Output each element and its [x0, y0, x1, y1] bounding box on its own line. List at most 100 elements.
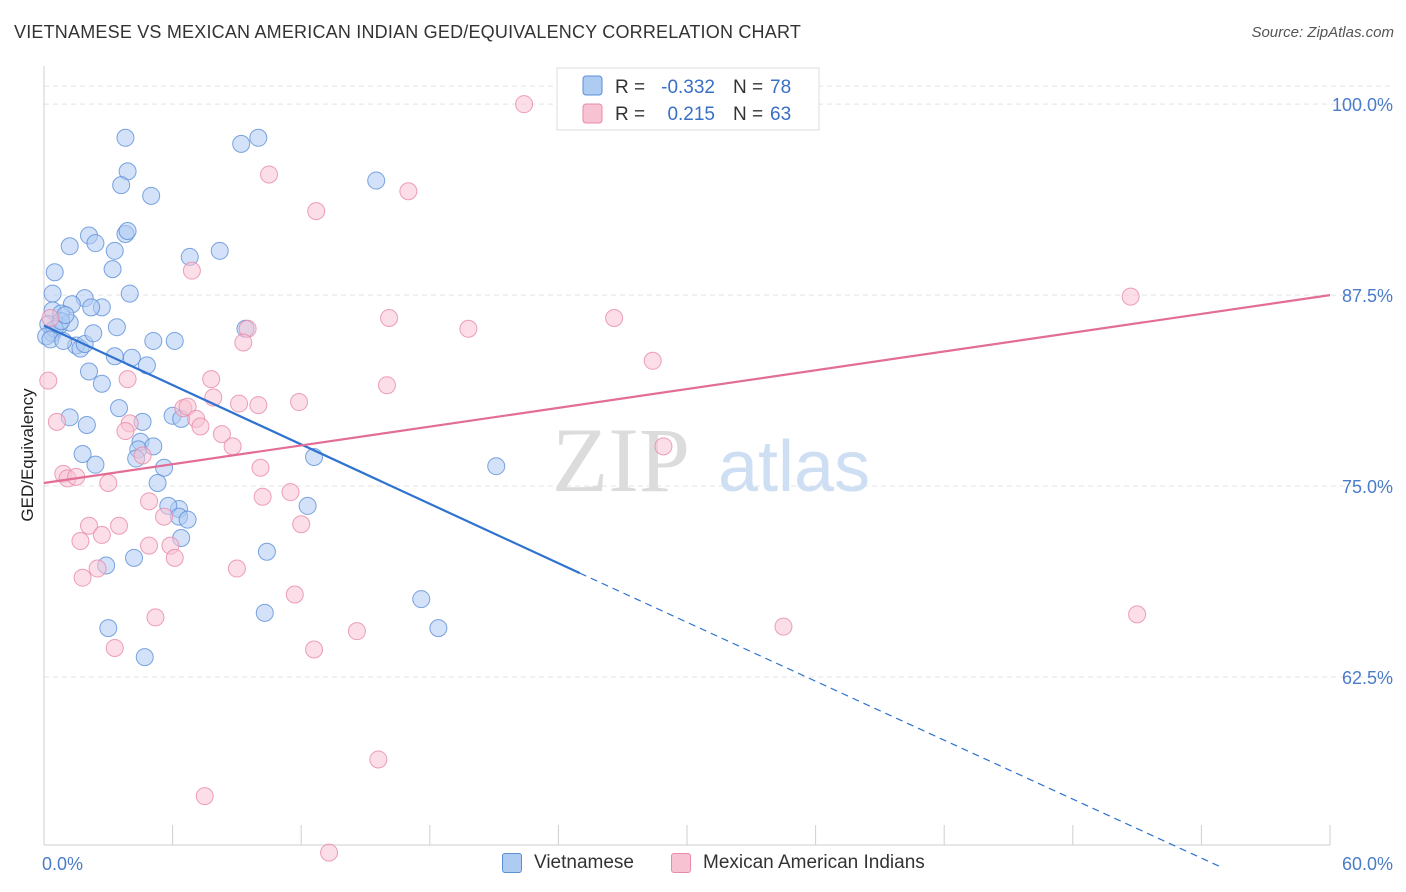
mexican-american-indians-point — [202, 370, 221, 389]
y-tick-label: 75.0% — [1342, 477, 1393, 497]
vietnamese-point — [232, 134, 251, 153]
legend-r-label-1: R = — [615, 77, 645, 98]
vietnamese-point — [142, 186, 161, 205]
mexican-american-indians-trend-line — [43, 294, 1331, 485]
vietnamese-point — [103, 260, 122, 279]
mexican-american-indians-point — [110, 516, 129, 535]
legend-n-label-1: N = — [733, 77, 763, 98]
mexican-american-indians-point — [80, 516, 99, 535]
vietnamese-point — [412, 590, 431, 609]
vietnamese-point — [487, 457, 506, 476]
mexican-american-indians-point — [292, 515, 311, 534]
legend-n-value-2: 63 — [770, 104, 791, 125]
axes — [43, 66, 1331, 846]
mexican-american-indians-point — [41, 309, 60, 328]
mexican-american-indians-point — [146, 608, 165, 627]
mexican-american-indians-point — [116, 422, 135, 441]
mexican-american-indians-point — [307, 202, 326, 221]
vietnamese-point — [144, 331, 163, 350]
mexican-american-indians-point — [99, 473, 118, 492]
mexican-american-indians-point — [251, 458, 270, 477]
mexican-american-indians-point — [347, 622, 366, 641]
legend-n-label-2: N = — [733, 104, 763, 125]
legend-label-vietnamese: Vietnamese — [534, 852, 634, 873]
mexican-american-indians-point — [88, 559, 107, 578]
x-tick-label-max: 60.0% — [1342, 854, 1393, 874]
vietnamese-point — [255, 603, 274, 622]
mexican-american-indians-point — [281, 483, 300, 502]
mexican-american-indians-point — [178, 397, 197, 416]
mexican-american-indians-point — [140, 536, 159, 555]
vietnamese-point — [82, 298, 101, 317]
vietnamese-point — [120, 284, 139, 303]
vietnamese-point — [178, 510, 197, 529]
legend-swatch-icon — [502, 853, 522, 873]
vietnamese-point — [107, 318, 126, 337]
mexican-american-indians-point — [515, 95, 534, 114]
legend-r-value-1: -0.332 — [661, 77, 715, 98]
legend-label-mexican-american-indians: Mexican American Indians — [703, 852, 925, 873]
data-points — [37, 95, 1147, 862]
vietnamese-point — [165, 331, 184, 350]
watermark-atlas: atlas — [718, 427, 870, 507]
gridlines — [44, 85, 1390, 678]
mexican-american-indians-point — [234, 333, 253, 352]
vietnamese-point — [155, 458, 174, 477]
legend-r-value-2: 0.215 — [667, 104, 715, 125]
mexican-american-indians-point — [39, 371, 58, 390]
mexican-american-indians-point — [133, 446, 152, 465]
mexican-american-indians-point — [260, 165, 279, 184]
legend-swatch-icon — [671, 853, 691, 873]
mexican-american-indians-point — [369, 750, 388, 769]
y-tick-label: 62.5% — [1342, 668, 1393, 688]
vietnamese-point — [125, 548, 144, 567]
vietnamese-point — [77, 415, 96, 434]
vietnamese-trend-extension — [579, 572, 1224, 869]
mexican-american-indians-point — [71, 532, 90, 551]
y-tick-labels: 100.0% 87.5% 75.0% 62.5% — [1332, 95, 1393, 688]
chart-source: Source: ZipAtlas.com — [1251, 24, 1394, 41]
mexican-american-indians-point — [155, 507, 174, 526]
mexican-american-indians-point — [140, 492, 159, 511]
mexican-american-indians-point — [253, 487, 272, 506]
vietnamese-point — [73, 444, 92, 463]
mexican-american-indians-point — [1128, 605, 1147, 624]
vietnamese-point — [110, 399, 129, 418]
series-legend: Vietnamese Mexican American Indians — [0, 852, 1406, 878]
mexican-american-indians-point — [654, 437, 673, 456]
x-tick-labels: 0.0% 60.0% — [42, 854, 1393, 874]
mexican-american-indians-point — [195, 787, 214, 806]
legend-item-mexican-american-indians: Mexican American Indians — [671, 852, 925, 874]
stats-legend: R = -0.332 N = 78 R = 0.215 N = 63 — [556, 67, 820, 131]
legend-r-label-2: R = — [615, 104, 645, 125]
mexican-american-indians-point — [605, 309, 624, 328]
mexican-american-indians-point — [399, 182, 418, 201]
mexican-american-indians-point — [47, 412, 66, 431]
y-tick-label: 100.0% — [1332, 95, 1393, 115]
mexican-american-indians-point — [643, 351, 662, 370]
mexican-american-indians-point — [223, 437, 242, 456]
chart-title: VIETNAMESE VS MEXICAN AMERICAN INDIAN GE… — [14, 22, 802, 42]
vietnamese-point — [86, 455, 105, 474]
vietnamese-point — [84, 324, 103, 343]
vietnamese-point — [148, 473, 167, 492]
legend-swatch-mexican-american-indians — [582, 103, 603, 124]
mexican-american-indians-point — [305, 640, 324, 659]
mexican-american-indians-point — [320, 843, 339, 862]
watermark: ZIP atlas — [552, 409, 870, 511]
vietnamese-point — [56, 305, 75, 324]
mexican-american-indians-point — [380, 309, 399, 328]
mexican-american-indians-point — [459, 319, 478, 338]
mexican-american-indians-point — [285, 585, 304, 604]
vietnamese-point — [116, 128, 135, 147]
mexican-american-indians-point — [1121, 287, 1140, 306]
mexican-american-indians-point — [377, 376, 396, 395]
vietnamese-point — [298, 496, 317, 515]
vietnamese-point — [135, 648, 154, 667]
mexican-american-indians-point — [774, 617, 793, 636]
y-tick-label: 87.5% — [1342, 286, 1393, 306]
mexican-american-indians-point — [249, 396, 268, 415]
vietnamese-point — [210, 241, 229, 260]
mexican-american-indians-point — [105, 638, 124, 657]
